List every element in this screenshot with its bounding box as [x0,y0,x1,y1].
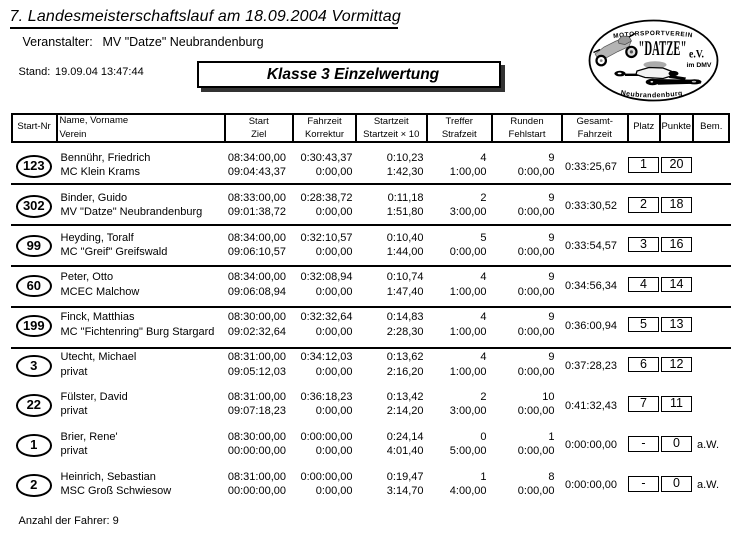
svg-text:Neubrandenburg: Neubrandenburg [620,90,683,99]
svg-text:"DATZE": "DATZE" [638,36,686,60]
svg-text:im DMV: im DMV [687,62,712,69]
svg-text:e.V.: e.V. [689,47,704,61]
svg-text:MOTORSPORTVEREIN: MOTORSPORTVEREIN [613,30,694,40]
